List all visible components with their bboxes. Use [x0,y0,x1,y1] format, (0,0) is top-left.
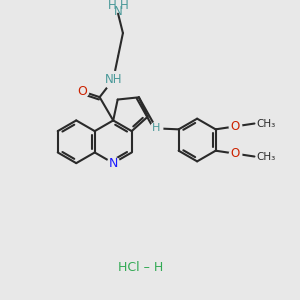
Text: N: N [109,157,118,169]
Text: N: N [114,5,122,18]
Text: H: H [152,123,160,134]
Text: O: O [77,85,87,98]
Text: H: H [119,0,128,12]
Text: O: O [230,120,240,133]
Text: CH₃: CH₃ [256,118,276,128]
Text: O: O [230,147,240,160]
Text: CH₃: CH₃ [256,152,276,161]
Text: HCl – H: HCl – H [118,262,163,275]
Text: NH: NH [104,73,122,86]
Text: H: H [108,0,117,12]
